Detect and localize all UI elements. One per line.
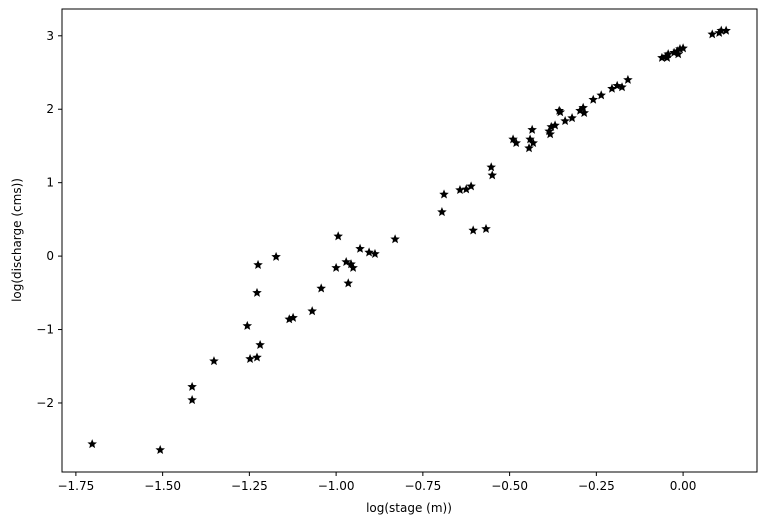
point	[87, 439, 97, 449]
point	[455, 185, 465, 195]
x-tick-label: −1.50	[144, 479, 181, 493]
point	[316, 283, 326, 293]
point	[284, 314, 295, 324]
point	[579, 107, 589, 117]
point	[242, 320, 253, 330]
y-tick-label: 1	[46, 176, 54, 190]
point	[716, 25, 727, 35]
point	[578, 102, 588, 112]
x-axis-label: log(stage (m))	[366, 501, 452, 515]
point	[461, 184, 471, 194]
point	[623, 74, 633, 84]
point	[245, 353, 255, 363]
x-tick-label: −0.75	[404, 479, 441, 493]
y-axis-label: log(discharge (cms))	[10, 178, 24, 302]
point	[673, 49, 683, 59]
point	[481, 223, 491, 233]
point	[675, 44, 685, 54]
point	[187, 381, 197, 391]
point	[331, 262, 341, 272]
point	[333, 231, 343, 241]
point	[524, 143, 534, 153]
point	[288, 312, 298, 322]
point	[607, 83, 617, 93]
point	[348, 262, 358, 272]
point	[525, 134, 535, 144]
y-tick-label: 3	[46, 29, 54, 43]
point	[567, 113, 577, 123]
plot-frame	[61, 8, 758, 473]
point	[596, 90, 606, 100]
point	[511, 138, 521, 148]
point	[355, 243, 365, 253]
x-tick-label: −1.25	[231, 479, 268, 493]
point	[721, 25, 731, 35]
point	[575, 105, 585, 115]
point	[155, 444, 165, 455]
y-tick-label: 0	[46, 249, 54, 263]
point	[487, 170, 498, 180]
point	[468, 225, 478, 235]
point	[437, 207, 447, 217]
x-tick-label: −0.50	[491, 479, 528, 493]
point	[252, 287, 262, 297]
x-tick-label: −1.75	[57, 479, 94, 493]
point	[209, 356, 219, 366]
point	[544, 126, 554, 136]
y-tick-label: −2	[36, 396, 54, 410]
point	[527, 124, 537, 134]
point	[662, 52, 672, 62]
point	[663, 49, 673, 59]
y-tick-label: −1	[36, 323, 54, 337]
point	[528, 138, 538, 148]
point	[669, 47, 679, 57]
point	[486, 162, 496, 172]
point	[346, 259, 356, 269]
point	[390, 234, 400, 244]
point	[364, 247, 374, 257]
point	[657, 52, 667, 62]
point	[545, 129, 555, 139]
point	[588, 94, 598, 104]
point	[253, 259, 263, 269]
point	[271, 251, 281, 261]
point	[508, 134, 518, 144]
point	[550, 120, 560, 130]
x-tick-label: −0.25	[578, 479, 615, 493]
point	[466, 181, 476, 191]
point	[546, 121, 556, 131]
y-tick-label: 2	[46, 102, 54, 116]
point	[707, 29, 717, 39]
point	[555, 107, 566, 117]
point	[307, 306, 317, 316]
point	[560, 115, 570, 126]
point	[672, 46, 682, 56]
point	[370, 248, 380, 258]
point	[341, 256, 351, 267]
x-tick-label: −1.00	[318, 479, 355, 493]
point	[439, 189, 449, 199]
point	[617, 82, 627, 92]
point	[252, 352, 262, 362]
point	[255, 339, 265, 349]
point	[678, 43, 688, 53]
x-tick-label: 0.00	[670, 479, 697, 493]
point	[187, 395, 197, 405]
point	[612, 80, 622, 90]
point	[343, 278, 354, 288]
